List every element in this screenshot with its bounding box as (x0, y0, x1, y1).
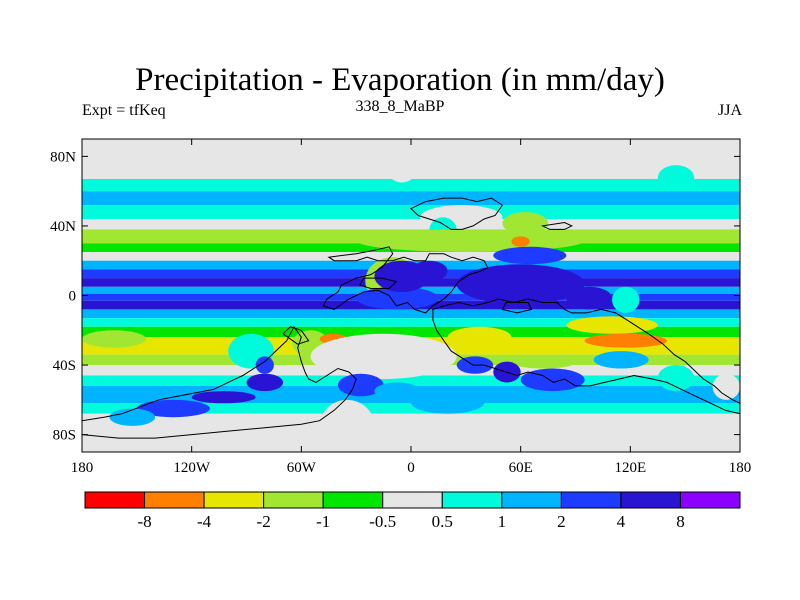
field-patch (712, 373, 740, 400)
field-patch (566, 316, 658, 334)
field-patch (356, 286, 439, 310)
zonal-band (82, 318, 740, 327)
zonal-band (82, 403, 740, 414)
coastline (282, 326, 310, 345)
colorbar-label: -4 (197, 512, 212, 531)
colorbar-label: 8 (676, 512, 685, 531)
y-tick-label: 80S (53, 428, 76, 444)
field-patch (319, 399, 375, 452)
field-patch (109, 408, 156, 426)
continent-outlines (82, 197, 740, 439)
colorbar-label: 4 (617, 512, 626, 531)
field-patch (310, 333, 457, 379)
field-patch (502, 212, 549, 235)
zonal-band (82, 309, 740, 319)
colorbar-swatch (441, 491, 503, 509)
zonal-band (82, 191, 740, 206)
y-tick-label: 0 (69, 289, 77, 305)
x-axis: 180 120W 60W 0 60E 120E 180 (71, 139, 752, 476)
field-patch (246, 373, 284, 392)
x-tick-label: 120W (173, 460, 211, 476)
y-tick-label: 80N (50, 149, 76, 165)
zonal-band (82, 252, 740, 261)
colorbar-swatch (263, 491, 324, 509)
colorbar-label: 1 (498, 512, 507, 531)
y-tick-label: 40N (50, 219, 76, 235)
season-label: JJA (717, 102, 742, 119)
field-patch (411, 391, 485, 414)
field-patch (593, 351, 649, 369)
field-patch (82, 330, 146, 348)
x-tick-label: 180 (71, 460, 94, 476)
field-patch (337, 373, 384, 397)
field-patch (191, 391, 256, 404)
chart-title: Precipitation - Evaporation (in mm/day) (135, 62, 665, 98)
x-tick-label: 60W (287, 460, 317, 476)
coastline (410, 197, 504, 230)
colorbar-swatch (679, 491, 741, 509)
colorbar-swatch (84, 491, 146, 509)
precip-evap-field (82, 139, 740, 452)
x-tick-label: 0 (407, 460, 415, 476)
field-patch (374, 382, 421, 400)
coastline (540, 221, 573, 230)
field-patch (136, 399, 210, 418)
coastline (322, 246, 489, 314)
field-patch (511, 356, 576, 369)
y-axis: 80N 40N 0 40S 80S (50, 149, 740, 444)
colorbar-label: 0.5 (432, 512, 453, 531)
field-patch (383, 139, 421, 183)
colorbar-label: -2 (257, 512, 271, 531)
zonal-band (82, 413, 740, 452)
colorbar-label: -0.5 (369, 512, 396, 531)
field-patch (411, 260, 448, 282)
field-patch (447, 326, 512, 348)
zonal-band (82, 375, 740, 386)
field-patch (520, 368, 585, 392)
colorbar-label: 2 (557, 512, 566, 531)
field-patch (511, 236, 530, 247)
field-patch (255, 356, 274, 374)
field-patch (456, 264, 585, 305)
coastline (432, 298, 740, 415)
colorbar: -8 -4 -2 -1 -0.5 0.5 1 2 4 8 (84, 491, 741, 531)
zonal-band (82, 326, 740, 338)
field-patch (657, 365, 695, 392)
colorbar-swatch (382, 491, 443, 509)
colorbar-swatch (501, 491, 562, 509)
experiment-label: Expt = tfKeq (82, 102, 166, 119)
zonal-band (82, 178, 740, 192)
colorbar-swatch (144, 491, 205, 509)
colorbar-swatch (620, 491, 681, 509)
y-tick-label: 40S (53, 358, 76, 374)
coastline (359, 277, 398, 289)
coastline (501, 302, 533, 314)
zonal-band (82, 218, 740, 230)
field-patch (612, 286, 640, 313)
colorbar-label: -8 (137, 512, 151, 531)
x-tick-label: 120E (614, 460, 646, 476)
field-patch (493, 246, 567, 265)
zonal-band (82, 205, 740, 219)
time-slice-label: 338_8_MaBP (355, 98, 445, 115)
colorbar-swatch (322, 491, 384, 509)
field-patch (657, 165, 695, 192)
x-tick-label: 180 (729, 460, 752, 476)
coastline (82, 325, 357, 439)
field-patch (356, 229, 585, 253)
field-patch (566, 286, 613, 310)
field-patch (584, 333, 667, 348)
colorbar-label: -1 (316, 512, 330, 531)
colorbar-swatch (203, 491, 265, 509)
x-tick-label: 60E (509, 460, 533, 476)
colorbar-swatch (560, 491, 622, 509)
